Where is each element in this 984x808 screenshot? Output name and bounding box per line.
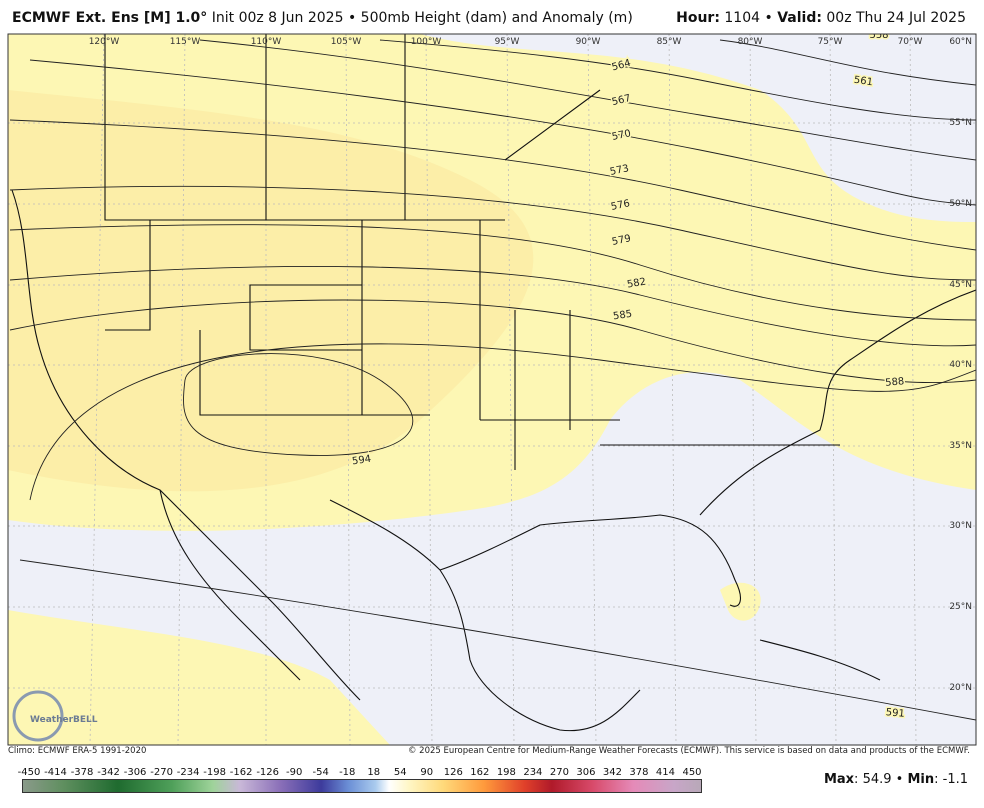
copyright: © 2025 European Centre for Medium-Range … [407,746,970,756]
latitude-label: 40°N [949,360,972,370]
init: Init 00z 8 Jun 2025 [211,10,344,26]
longitude-label: 120°W [89,37,120,47]
latitude-label: 45°N [949,280,972,290]
colorbar-tick-label: 342 [603,767,622,778]
header-right: Hour: 1104 • Valid: 00z Thu 24 Jul 2025 [676,10,966,26]
contour-label: 558 [869,30,888,41]
longitude-label: 70°W [898,37,923,47]
logo: WeatherBELL [12,690,98,742]
model: ECMWF Ext. Ens [M] 1.0° [12,10,208,26]
longitude-label: 80°W [738,37,763,47]
max-label: Max [823,772,855,787]
latitude-label: 30°N [949,521,972,531]
contour-label: 561 [853,75,873,89]
header-left: ECMWF Ext. Ens [M] 1.0° Init 00z 8 Jun 2… [12,10,633,26]
map: 564567570573576579582585588594561558591 … [7,30,977,746]
colorbar-tick-label: -54 [313,767,329,778]
colorbar-ticks: -450 -414 -378 -342 -306 -270 -234 -198 -162 -126… [18,767,702,778]
graticule [8,34,976,745]
logo-text: WeatherBELL [30,715,98,725]
colorbar-tick-label: -126 [256,767,279,778]
map-body: 564567570573576579582585588594561558591 … [8,30,976,745]
coastlines [11,34,976,732]
longitude-label: 95°W [495,37,520,47]
colorbar-tick-label: -414 [44,767,67,778]
colorbar-tick-label: 270 [550,767,569,778]
longitude-label: 90°W [576,37,601,47]
colorbar-tick-label: -270 [150,767,173,778]
colorbar-tick-label: 54 [394,767,407,778]
colorbar-tick-label: 126 [444,767,463,778]
contour-label: 591 [885,707,905,720]
contour-label: 585 [612,309,632,323]
latitude-label: 50°N [949,199,972,209]
contour-label: 582 [626,276,647,290]
colorbar-tick-label: -306 [124,767,147,778]
colorbar-tick-label: 450 [682,767,701,778]
latitude-label: 35°N [949,441,972,451]
colorbar-tick-label: -198 [203,767,226,778]
max: 54.9 [862,772,892,787]
colorbar-tick-label: -162 [230,767,253,778]
colorbar-tick-label: 198 [497,767,516,778]
valid: 00z Thu 24 Jul 2025 [826,10,966,26]
hour-label: Hour: [676,10,720,26]
height-contours [9,39,976,721]
colorbar-tick-label: -378 [71,767,94,778]
longitude-label: 110°W [251,37,282,47]
colorbar-tick-label: 306 [576,767,595,778]
colorbar-tick-label: -18 [339,767,355,778]
longitude-label: 85°W [657,37,682,47]
longitude-label: 100°W [411,37,442,47]
colorbar-tick-label: 414 [656,767,675,778]
colorbar-tick-label: 378 [629,767,648,778]
climo: Climo: ECMWF ERA-5 1991-2020 [8,746,147,756]
cool-anomaly [420,34,976,222]
colorbar-tick-label: -450 [18,767,41,778]
contour-label: 594 [351,454,371,468]
latitude-label: 55°N [949,118,972,128]
longitude-label: 105°W [331,37,362,47]
contour-label: 588 [885,376,905,389]
longitude-labels: 120°W 115°W 110°W 105°W 100°W 95°W 90°W 85°W 80°… [89,37,923,47]
map-frame [7,33,977,746]
hour: 1104 [724,10,761,26]
warm-anomaly [8,610,390,745]
min: -1.1 [942,772,968,787]
longitude-label: 115°W [170,37,201,47]
longitude-label: 75°W [818,37,843,47]
latitude-label: 25°N [949,602,972,612]
colorbar [22,779,702,793]
colorbar-tick-label: -234 [177,767,200,778]
colorbar-tick-label: -342 [97,767,120,778]
colorbar-tick-label: -90 [286,767,302,778]
warm-anomaly [8,90,534,492]
max-min: Max: 54.9 • Min: -1.1 [823,772,968,787]
colorbar-tick-label: 18 [367,767,380,778]
product: 500mb Height (dam) and Anomaly (m) [360,10,633,26]
latitude-labels: 60°N 55°N 50°N 45°N 40°N 35°N 30°N 25°N 20°N [949,37,972,693]
colorbar-tick-label: 162 [470,767,489,778]
colorbar-tick-label: 234 [523,767,542,778]
colorbar-tick-label: 90 [420,767,433,778]
latitude-label: 60°N [949,37,972,47]
valid-label: Valid: [777,10,822,26]
min-label: Min [907,772,935,787]
latitude-label: 20°N [949,683,972,693]
